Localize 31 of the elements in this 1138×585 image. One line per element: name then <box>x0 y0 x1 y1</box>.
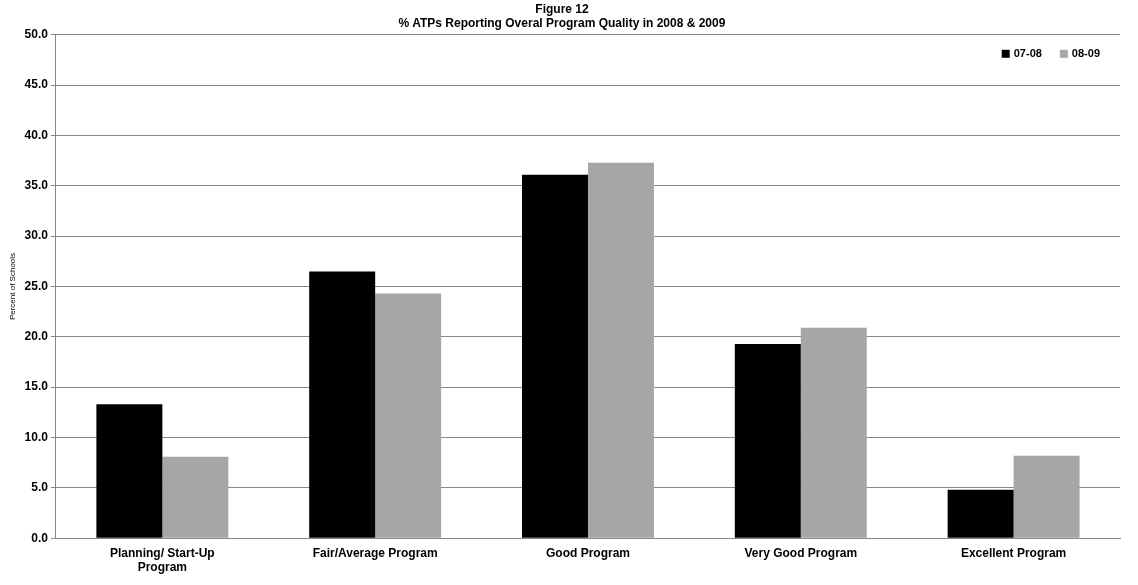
bar <box>587 162 654 538</box>
bar <box>800 327 867 538</box>
y-tick-label: 45.0 <box>24 77 49 92</box>
x-tick-label: Good Program <box>545 545 630 560</box>
x-tick-label: Planning/ Start-Up Program <box>110 545 215 575</box>
y-tick-label: 35.0 <box>24 178 49 193</box>
bar <box>947 489 1014 538</box>
legend-label: 08-09 <box>1071 46 1101 59</box>
bar <box>522 174 588 538</box>
y-tick-label: 50.0 <box>24 27 49 42</box>
y-tick-label: 20.0 <box>24 329 49 344</box>
x-tick-label: Very Good Program <box>744 545 858 560</box>
y-tick-label: 30.0 <box>24 228 49 243</box>
bar <box>1013 455 1080 538</box>
bar <box>375 293 442 538</box>
y-tick-label: 15.0 <box>24 379 49 394</box>
y-tick-label: 40.0 <box>24 127 49 142</box>
legend-label: 07-08 <box>1013 46 1042 59</box>
chart-title: Figure 12 <box>535 1 589 16</box>
x-tick-label: Excellent Program <box>960 545 1067 560</box>
chart-subtitle: % ATPs Reporting Overal Program Quality in 2008 & 2009 <box>398 15 726 30</box>
bar <box>96 404 163 538</box>
y-tick-label: 5.0 <box>31 480 49 495</box>
bar <box>162 456 229 538</box>
y-tick-label: 25.0 <box>24 278 49 293</box>
y-axis-title: Percent of Schools <box>8 252 17 321</box>
x-tick-label: Fair/Average Program <box>312 545 438 560</box>
y-tick-label: 0.0 <box>31 530 49 545</box>
bar <box>309 271 376 538</box>
y-tick-label: 10.0 <box>24 429 49 444</box>
bar <box>734 343 801 538</box>
